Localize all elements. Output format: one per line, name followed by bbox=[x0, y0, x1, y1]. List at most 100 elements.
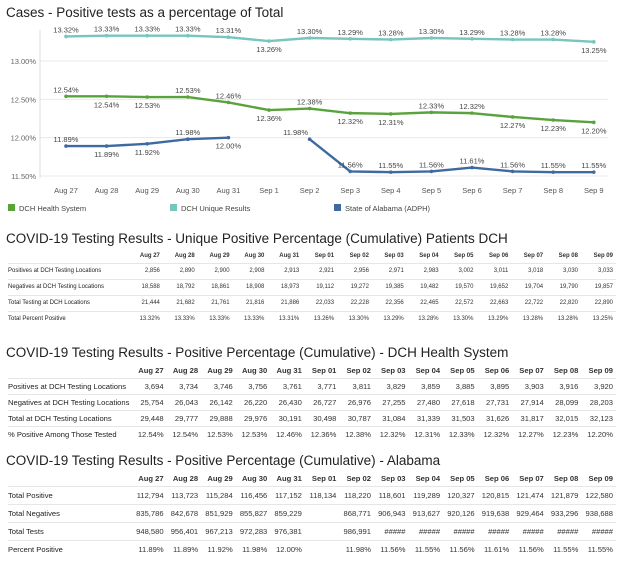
column-header: Sep 04 bbox=[415, 366, 441, 376]
table-cell: 3,885 bbox=[443, 377, 478, 394]
data-label: 11.89% bbox=[94, 150, 119, 159]
table-cell: ##### bbox=[477, 521, 513, 540]
table-cell: 2,983 bbox=[406, 262, 442, 279]
data-point bbox=[186, 137, 190, 141]
data-label: 12.53% bbox=[134, 101, 160, 110]
data-label: 13.28% bbox=[500, 29, 526, 38]
table-cell: 31,339 bbox=[408, 409, 444, 426]
data-label: 13.28% bbox=[378, 29, 404, 38]
table-cell: 3,811 bbox=[339, 377, 374, 394]
table-cell: 22,465 bbox=[406, 294, 442, 311]
data-label: 12.36% bbox=[256, 114, 282, 123]
table-row: Total Testing at DCH Locations 21,444 21,6… bbox=[8, 294, 616, 311]
column-header: Sep 01 bbox=[311, 366, 337, 376]
column-header: Sep 01 bbox=[311, 474, 337, 484]
table-cell: 11.56% bbox=[443, 539, 478, 558]
data-label: 12.32% bbox=[337, 117, 363, 126]
table-cell: 11.89% bbox=[166, 539, 202, 558]
table-cell: 13.33% bbox=[197, 310, 233, 327]
table-cell: 113,723 bbox=[166, 485, 202, 504]
table-cell: 27,480 bbox=[408, 393, 444, 410]
series-line bbox=[66, 95, 594, 124]
table-cell: 121,879 bbox=[546, 485, 582, 504]
table-cell: 29,976 bbox=[235, 409, 271, 426]
table-row: Total Negatives 835,786 842,678 851,929 855,… bbox=[8, 503, 616, 522]
data-point bbox=[267, 108, 271, 112]
data-label: 13.33% bbox=[175, 25, 201, 34]
table-cell: 3,033 bbox=[581, 262, 616, 279]
y-tick-label: 11.50% bbox=[11, 172, 36, 181]
table-cell: 13.32% bbox=[128, 310, 163, 327]
data-point bbox=[104, 33, 109, 38]
table-cell: 31,503 bbox=[443, 409, 478, 426]
data-point bbox=[64, 144, 68, 148]
header-blank bbox=[8, 250, 128, 263]
table-cell: 967,213 bbox=[201, 521, 236, 540]
table-row: Positives at DCH Testing Locations 2,856 2… bbox=[8, 262, 616, 279]
table-cell: 12.20% bbox=[581, 425, 616, 442]
column-header: Sep 04 bbox=[419, 253, 439, 260]
table-cell: 3,761 bbox=[270, 377, 305, 394]
table-cell: 26,430 bbox=[270, 393, 305, 410]
column-header: Sep 03 bbox=[381, 474, 406, 484]
x-tick-label: Sep 5 bbox=[422, 186, 442, 195]
data-point bbox=[226, 100, 231, 105]
column-header: Sep 04 bbox=[415, 474, 441, 484]
table-cell: 26,727 bbox=[304, 393, 340, 410]
column-header: Aug 27 bbox=[138, 366, 164, 376]
table-cell: 19,790 bbox=[546, 278, 581, 295]
data-label: 12.46% bbox=[216, 91, 242, 100]
data-label: 13.30% bbox=[297, 27, 323, 36]
table-cell: 13.31% bbox=[267, 310, 303, 327]
table-cell: 28,099 bbox=[546, 393, 582, 410]
table-cell bbox=[304, 521, 340, 540]
table-cell: 32,015 bbox=[546, 409, 582, 426]
x-tick-label: Aug 30 bbox=[176, 186, 200, 195]
x-tick-label: Aug 31 bbox=[217, 186, 241, 195]
table-cell: 3,859 bbox=[408, 377, 444, 394]
table-cell: 976,381 bbox=[270, 521, 305, 540]
table-cell: 11.55% bbox=[546, 539, 582, 558]
data-point bbox=[348, 111, 353, 115]
table-cell: 13.28% bbox=[406, 310, 442, 327]
data-label: 13.32% bbox=[53, 25, 79, 34]
table-dch-health-system: Aug 27 Aug 28 Aug 29 Aug 30 Aug 31 Sep 01 Sep … bbox=[8, 364, 616, 442]
data-point bbox=[429, 169, 434, 174]
data-point bbox=[470, 111, 474, 115]
table-cell: 11.92% bbox=[201, 539, 236, 558]
table3-title: COVID-19 Testing Results - Positive Perc… bbox=[6, 453, 441, 468]
row-label: Negatives at DCH Testing Locations bbox=[8, 278, 129, 295]
table-cell: 120,815 bbox=[477, 485, 513, 504]
table-cell: 972,283 bbox=[235, 521, 271, 540]
table-cell: 868,771 bbox=[339, 503, 374, 522]
data-label: 11.98% bbox=[175, 128, 200, 137]
table-cell: 13.28% bbox=[546, 310, 581, 327]
table-cell: 948,580 bbox=[132, 521, 167, 540]
table-cell: 30,787 bbox=[339, 409, 374, 426]
data-label: 13.33% bbox=[94, 25, 120, 34]
row-label: Total at DCH Testing Locations bbox=[8, 409, 133, 426]
column-header: Sep 03 bbox=[384, 253, 404, 260]
table-cell: 11.61% bbox=[477, 539, 513, 558]
table-cell: 3,756 bbox=[235, 377, 271, 394]
row-label: Total Positive bbox=[8, 485, 133, 504]
table-cell: 11.89% bbox=[132, 539, 167, 558]
table-cell: 919,638 bbox=[477, 503, 513, 522]
table-cell: 3,734 bbox=[166, 377, 202, 394]
data-point bbox=[592, 120, 596, 125]
data-point bbox=[429, 110, 434, 115]
table-cell: 19,570 bbox=[441, 278, 477, 295]
row-label: Percent Positive bbox=[8, 539, 133, 558]
table-cell: ##### bbox=[546, 521, 582, 540]
row-label: Total Negatives bbox=[8, 503, 133, 522]
table-row: Total Tests 948,580 956,401 967,213 972,283 9… bbox=[8, 521, 616, 540]
table-cell: 18,973 bbox=[267, 278, 303, 295]
row-label: Total Percent Positive bbox=[8, 310, 129, 327]
table-cell: 913,627 bbox=[408, 503, 444, 522]
data-point bbox=[592, 170, 596, 174]
data-label: 11.55% bbox=[378, 161, 403, 170]
table-cell: ##### bbox=[581, 521, 616, 540]
data-point bbox=[510, 37, 515, 42]
table-cell: 117,152 bbox=[270, 485, 305, 504]
data-point bbox=[389, 112, 393, 116]
